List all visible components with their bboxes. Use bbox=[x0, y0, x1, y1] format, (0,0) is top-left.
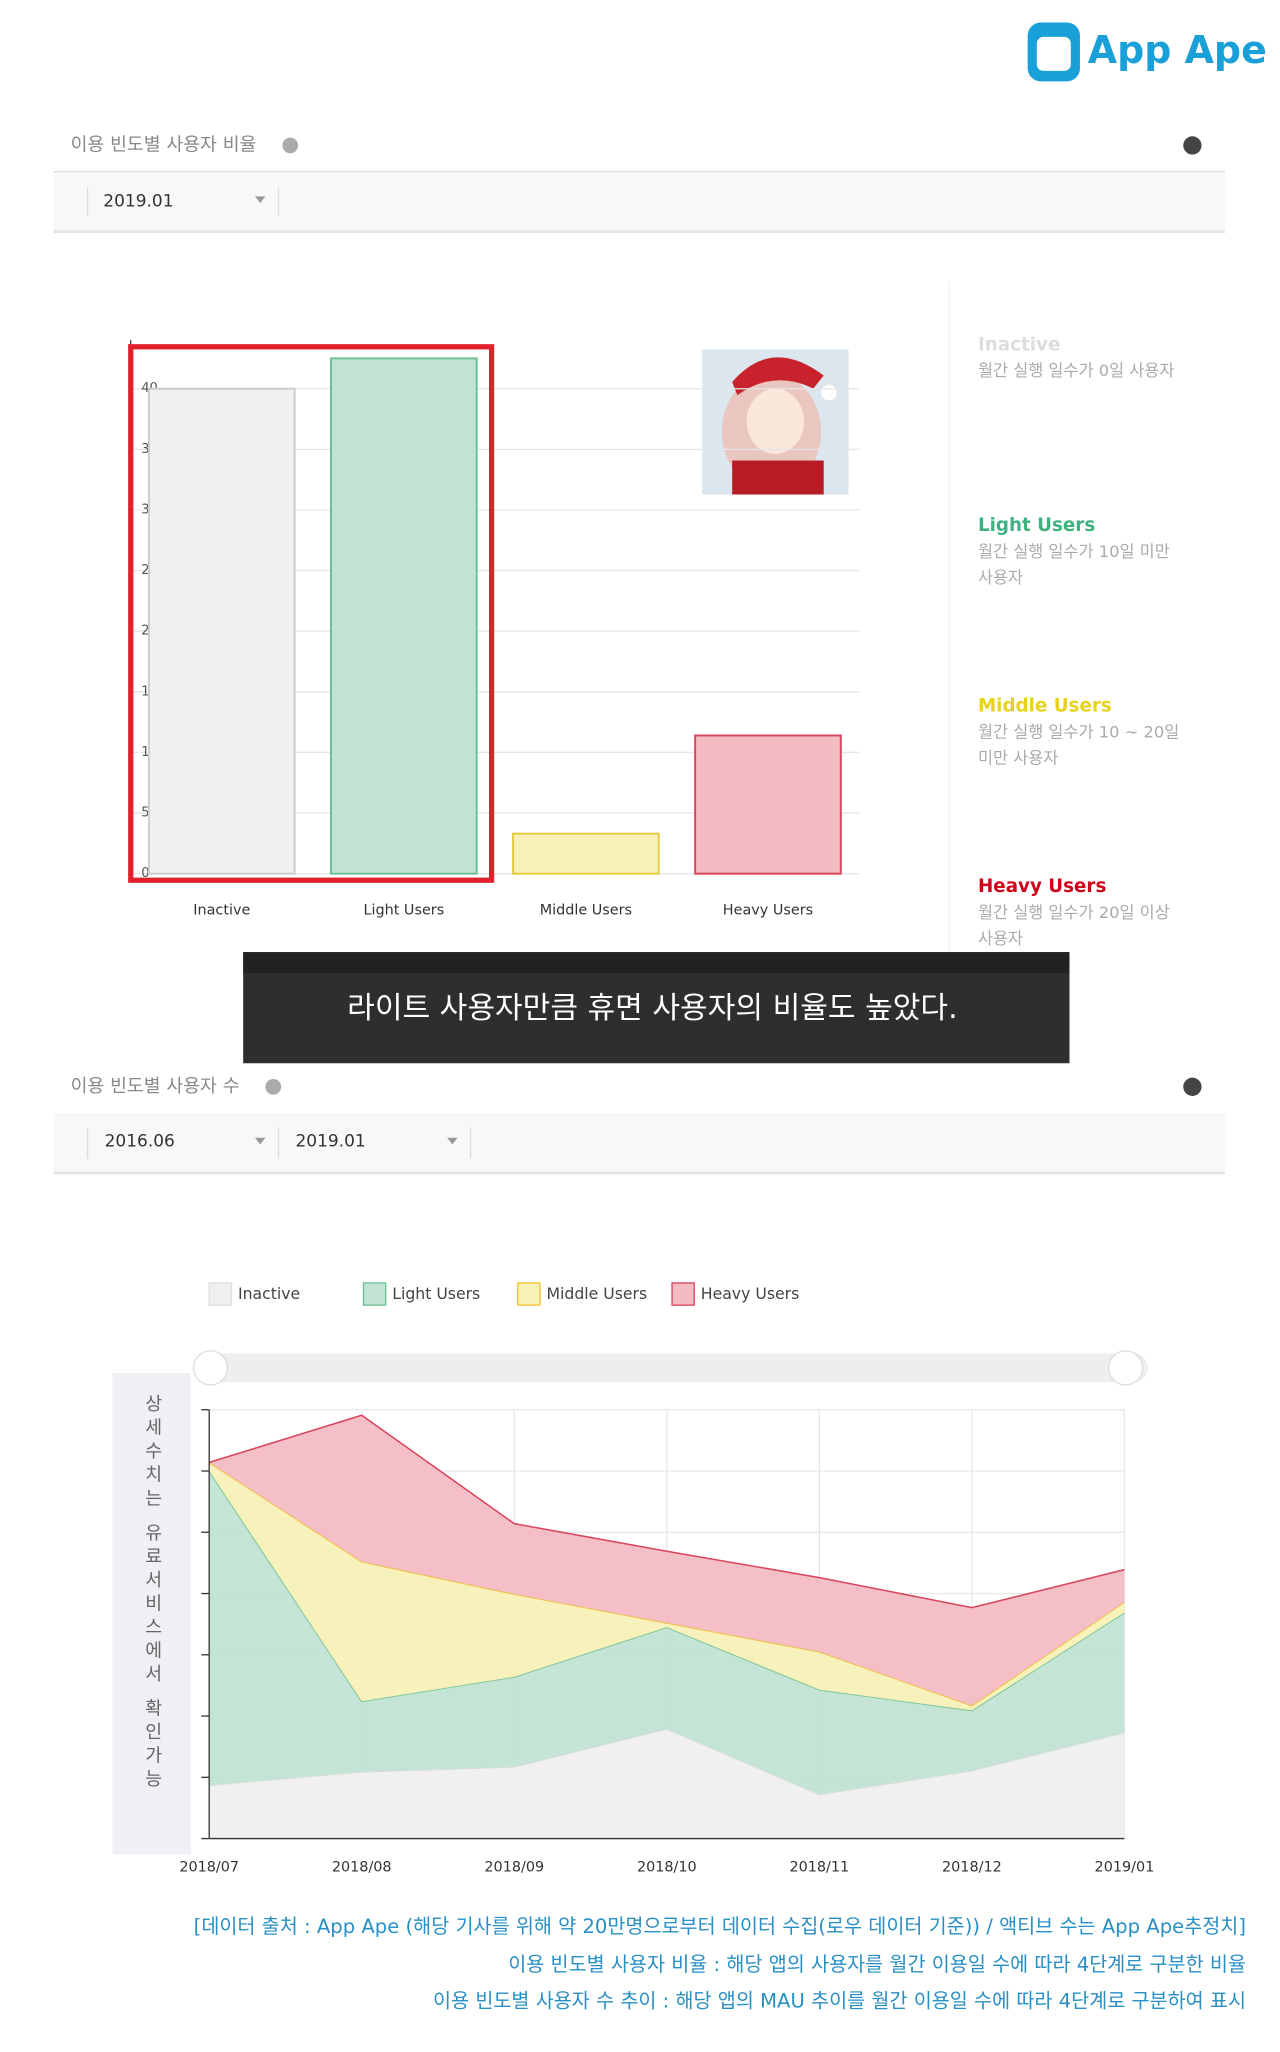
bar bbox=[694, 734, 842, 875]
dropdown[interactable]: 2016.06 bbox=[105, 1132, 175, 1152]
legend-label: Heavy Users bbox=[978, 876, 1106, 897]
dropdown-arrow bbox=[254, 196, 266, 203]
legend-description: 월간 실행 일수가 10일 미만 사용자 bbox=[978, 542, 1170, 587]
highlight-box bbox=[128, 344, 495, 883]
footnote: 이용 빈도별 사용자 수 추이 : 해당 앱의 MAU 추이를 월간 이용일 수… bbox=[433, 1990, 1246, 2013]
legend-label: Inactive bbox=[978, 334, 1060, 355]
download-icon[interactable] bbox=[1183, 136, 1202, 155]
download-icon[interactable] bbox=[1183, 1077, 1202, 1096]
area bbox=[209, 1415, 1125, 1706]
logo-text: App Ape bbox=[1088, 28, 1267, 72]
legend-description: 월간 실행 일수가 0일 사용자 bbox=[978, 361, 1174, 380]
annotation: 상세수치는 유료서비스에서 확인가능 bbox=[142, 1394, 163, 1793]
x-tick-label: 2018/07 bbox=[179, 1859, 239, 1875]
dropdown-arrow bbox=[447, 1137, 458, 1145]
y-tick-label: 0 bbox=[141, 866, 149, 881]
area bbox=[209, 1471, 1125, 1795]
x-tick-label: 2019/01 bbox=[1095, 1859, 1155, 1875]
x-tick-label: Middle Users bbox=[540, 902, 632, 918]
legend-swatch bbox=[362, 1282, 387, 1306]
footnote: [데이터 출처 : App Ape (해당 기사를 위해 약 20만명으로부터 … bbox=[194, 1915, 1246, 1938]
dropdown-arrow bbox=[254, 1137, 266, 1145]
logo-icon-face bbox=[1036, 36, 1071, 71]
x-tick-label: Light Users bbox=[363, 902, 444, 918]
legend-label: Heavy Users bbox=[701, 1284, 799, 1303]
legend-label: Middle Users bbox=[978, 695, 1112, 716]
toolbar bbox=[53, 1112, 1226, 1174]
legend-swatch bbox=[517, 1282, 541, 1306]
footnote: 이용 빈도별 사용자 비율 : 해당 앱의 사용자를 월간 이용일 수에 따라 … bbox=[508, 1953, 1246, 1976]
app-icon bbox=[702, 349, 849, 495]
x-tick-label: 2018/12 bbox=[942, 1859, 1002, 1875]
banner-text: 라이트 사용자만큼 휴면 사용자의 비율도 높았다. bbox=[347, 991, 958, 1026]
x-tick-label: 2018/08 bbox=[332, 1859, 392, 1875]
legend-swatch bbox=[671, 1282, 695, 1306]
banner-top bbox=[243, 952, 1070, 974]
x-tick-label: Inactive bbox=[193, 902, 250, 918]
x-tick-label: 2018/10 bbox=[637, 1859, 697, 1875]
legend-label: Light Users bbox=[392, 1284, 480, 1303]
dropdown[interactable]: 2019.01 bbox=[103, 192, 173, 212]
bar bbox=[147, 387, 296, 875]
legend-label: Inactive bbox=[238, 1284, 300, 1303]
help-icon[interactable] bbox=[282, 137, 299, 154]
slider-handle[interactable] bbox=[1108, 1350, 1144, 1386]
dropdown[interactable]: 2019.01 bbox=[295, 1132, 365, 1152]
x-tick-label: 2018/09 bbox=[484, 1859, 544, 1875]
y-tick-label: 5 bbox=[141, 806, 149, 821]
legend-label: Middle Users bbox=[547, 1284, 648, 1303]
bar bbox=[330, 357, 478, 875]
range-slider[interactable] bbox=[196, 1353, 1148, 1383]
bar bbox=[512, 832, 660, 875]
area bbox=[209, 1728, 1125, 1839]
x-tick-label: Heavy Users bbox=[723, 902, 813, 918]
legend-description: 월간 실행 일수가 10 ~ 20일 미만 사용자 bbox=[978, 722, 1179, 767]
toolbar bbox=[53, 171, 1226, 232]
legend-label: Light Users bbox=[978, 515, 1095, 536]
help-icon[interactable] bbox=[265, 1078, 282, 1095]
area-line bbox=[208, 1414, 1125, 1609]
slider-handle[interactable] bbox=[192, 1350, 229, 1386]
legend-description: 월간 실행 일수가 20일 이상 사용자 bbox=[978, 902, 1170, 947]
section-title: 이용 빈도별 사용자 비율 bbox=[71, 134, 257, 155]
area bbox=[209, 1462, 1125, 1711]
section-title: 이용 빈도별 사용자 수 bbox=[71, 1076, 240, 1097]
annotation-box bbox=[112, 1373, 191, 1855]
x-tick-label: 2018/11 bbox=[789, 1859, 849, 1875]
legend-swatch bbox=[208, 1282, 233, 1306]
